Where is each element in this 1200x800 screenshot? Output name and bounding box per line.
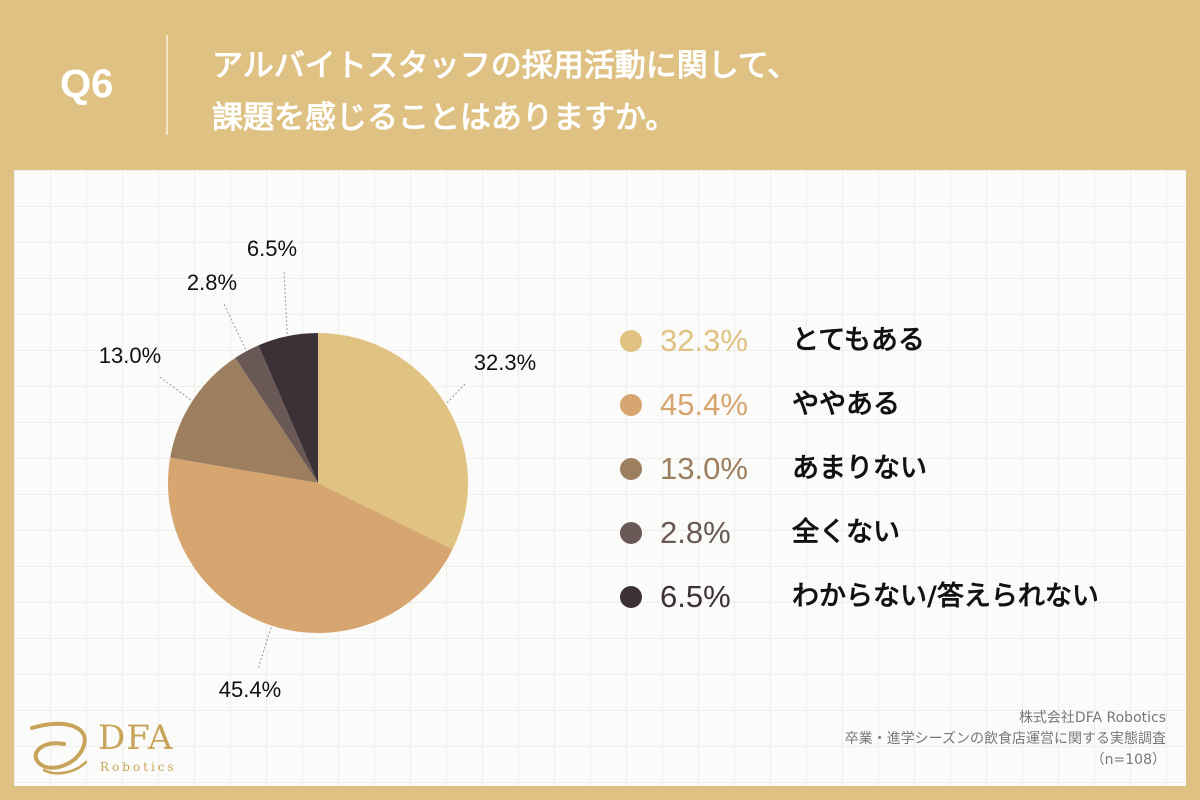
data-label: 13.0% xyxy=(99,343,161,368)
footer-note: 株式会社DFA Robotics 卒業・進学シーズンの飲食店運営に関する実態調査… xyxy=(845,708,1166,771)
data-label: 45.4% xyxy=(219,677,281,702)
leader-line xyxy=(257,627,272,670)
pie-slice xyxy=(318,333,468,550)
leader-line xyxy=(283,269,288,335)
pie-slice xyxy=(167,457,453,634)
logo-subtitle: Robotics xyxy=(100,760,177,774)
legend-percent: 13.0% xyxy=(660,451,748,486)
pie-slice xyxy=(235,345,318,483)
legend-item: 32.3% とてもある xyxy=(620,320,1180,360)
legend-percent: 6.5% xyxy=(660,579,731,614)
logo-swirl-icon xyxy=(30,721,88,775)
data-label: 2.8% xyxy=(187,270,237,295)
company-logo: DFA Robotics xyxy=(24,718,194,778)
logo-name: DFA xyxy=(98,718,174,758)
legend-swatch xyxy=(620,522,642,544)
legend-swatch xyxy=(620,458,642,480)
legend-item: 13.0% あまりない xyxy=(620,448,1180,488)
header-divider xyxy=(166,35,168,135)
pie-slice xyxy=(170,357,318,483)
footer-sample: （n=108） xyxy=(1090,752,1166,768)
footer-company: 株式会社DFA Robotics xyxy=(1018,710,1166,726)
legend-percent: 2.8% xyxy=(660,515,731,550)
data-label: 6.5% xyxy=(247,236,297,261)
legend-item: 6.5% わからない/答えられない xyxy=(620,576,1180,616)
legend-percent: 45.4% xyxy=(660,387,748,422)
legend-swatch xyxy=(620,586,642,608)
header: Q6 アルバイトスタッフの採用活動に関して、 課題を感じることはありますか。 xyxy=(0,0,1200,170)
question-number: Q6 xyxy=(60,62,114,106)
legend-label: とてもある xyxy=(792,325,925,356)
legend-item: 45.4% ややある xyxy=(620,384,1180,424)
legend-label: あまりない xyxy=(792,453,927,484)
legend-swatch xyxy=(620,330,642,352)
legend-label: ややある xyxy=(792,389,900,420)
leader-line xyxy=(159,376,191,401)
legend-item: 2.8% 全くない xyxy=(620,512,1180,552)
leader-line xyxy=(223,303,247,350)
question-title-line1: アルバイトスタッフの採用活動に関して、 xyxy=(212,48,799,84)
question-title: アルバイトスタッフの採用活動に関して、 課題を感じることはありますか。 xyxy=(212,40,798,144)
legend-swatch xyxy=(620,394,642,416)
legend-percent: 32.3% xyxy=(660,323,748,358)
data-label: 32.3% xyxy=(474,350,536,375)
leader-line xyxy=(446,383,466,404)
question-title-line2: 課題を感じることはありますか。 xyxy=(212,100,677,136)
legend-label: わからない/答えられない xyxy=(792,581,1099,612)
footer-survey: 卒業・進学シーズンの飲食店運営に関する実態調査 xyxy=(844,731,1166,747)
pie-slice xyxy=(258,333,318,483)
legend-label: 全くない xyxy=(792,517,900,548)
